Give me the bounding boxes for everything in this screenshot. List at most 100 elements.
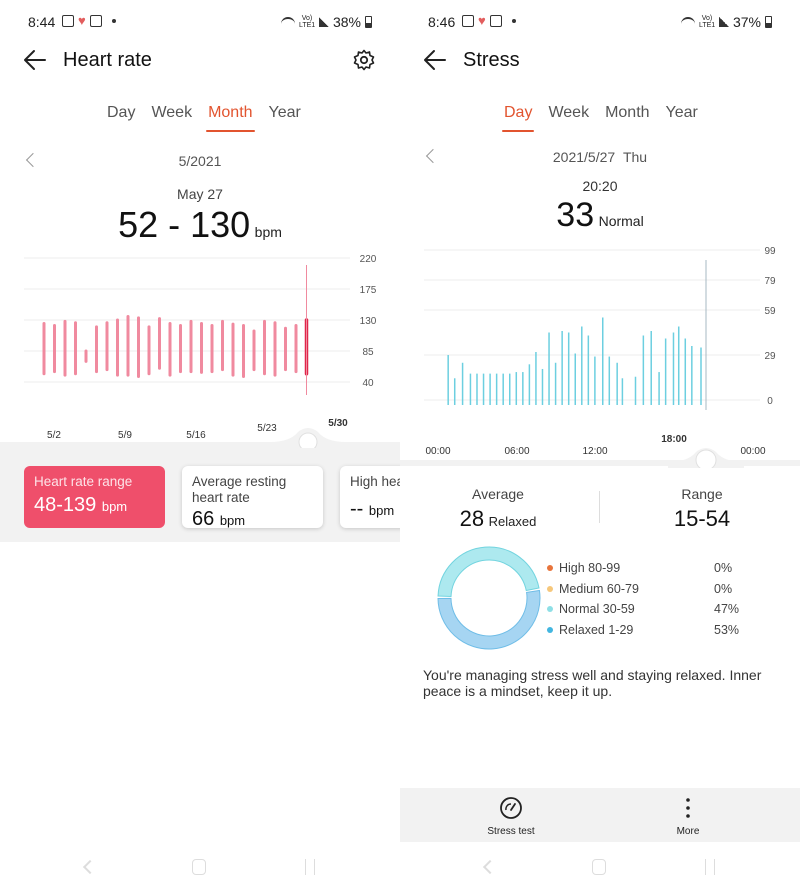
- stress-distribution-donut-chart: [437, 546, 541, 650]
- legend-name: Medium 60-79: [559, 581, 639, 596]
- legend-percentage: 47%: [714, 602, 740, 616]
- y-tick-label: 59: [764, 306, 776, 317]
- card-unit: bpm: [368, 503, 395, 518]
- health-icon: ♥: [478, 13, 486, 28]
- tab-day[interactable]: Day: [496, 104, 540, 132]
- average-stress: Average 28 Relaxed: [448, 486, 548, 532]
- y-tick-label: 220: [360, 254, 377, 265]
- stress-advice-message: You're managing stress well and staying …: [423, 667, 762, 699]
- high-heart-rate-card[interactable]: High hea -- bpm: [340, 466, 400, 528]
- heart-rate-chart[interactable]: 220 175 130 85 40 5/2 5/9 5/16 5/23 5/30: [0, 245, 400, 445]
- resting-heart-rate-card[interactable]: Average resting heart rate 66 bpm: [182, 466, 323, 528]
- legend-row: High 80-99 0%: [547, 561, 747, 581]
- nav-back-icon[interactable]: [82, 859, 98, 875]
- wifi-icon: [680, 17, 695, 27]
- legend-name: Normal 30-59: [559, 602, 635, 616]
- x-tick-label: 5/9: [118, 430, 132, 441]
- tab-month[interactable]: Month: [605, 104, 650, 121]
- legend-percentage: 0%: [714, 581, 733, 596]
- legend-row: Relaxed 1-29 53%: [547, 623, 747, 643]
- lte-icon: Vo) LTE1: [298, 15, 316, 29]
- status-right: Vo) LTE1 38%: [280, 14, 372, 30]
- heart-rate-range-readout: 52 - 130 bpm: [0, 204, 400, 246]
- y-tick-label: 175: [360, 285, 377, 296]
- range-value: 52 - 130: [118, 204, 251, 245]
- nav-back-icon[interactable]: [482, 859, 498, 875]
- weekday: Thu: [622, 149, 648, 165]
- x-tick-label: 5/30: [328, 418, 348, 429]
- period-label: 5/2021: [178, 153, 222, 169]
- legend-percentage: 0%: [714, 561, 733, 575]
- back-arrow-icon[interactable]: [22, 48, 48, 72]
- gallery-icon: [62, 15, 74, 27]
- more-label: More: [676, 826, 700, 837]
- heart-rate-screen: 8:44 ♥ Vo) LTE1 38% Heart rate Day Week …: [0, 12, 400, 881]
- status-bar: 8:46 ♥ Vo) LTE1 37%: [400, 12, 800, 34]
- legend-row: Normal 30-59 47%: [547, 602, 747, 622]
- x-tick-label: 00:00: [425, 446, 450, 457]
- stat-divider: [599, 491, 600, 523]
- tab-year[interactable]: Year: [665, 104, 698, 121]
- card-unit: bpm: [219, 513, 246, 528]
- y-tick-label: 40: [362, 378, 374, 389]
- chart-divider: [400, 460, 800, 466]
- donut-slice: [437, 589, 541, 650]
- period-tabs: Day Week Month Year: [496, 104, 706, 132]
- legend-percentage: 53%: [714, 622, 740, 637]
- card-value: 48-139: [34, 494, 97, 516]
- system-nav-bar: [0, 857, 400, 881]
- legend-dot: [547, 606, 553, 612]
- back-arrow-icon[interactable]: [422, 48, 448, 72]
- stress-gauge-icon: [500, 797, 522, 819]
- stress-score: 33: [556, 196, 595, 234]
- average-value: 28: [459, 506, 485, 531]
- status-right: Vo) LTE1 37%: [680, 14, 772, 30]
- status-time: 8:46: [428, 14, 456, 30]
- status-time: 8:44: [28, 14, 56, 30]
- tab-month[interactable]: Month: [200, 104, 260, 132]
- lte-icon: Vo) LTE1: [698, 15, 716, 29]
- tab-week[interactable]: Week: [151, 104, 193, 121]
- stress-test-button[interactable]: Stress test: [470, 796, 552, 837]
- notification-icons: ♥: [462, 13, 516, 28]
- y-tick-label: 79: [764, 276, 776, 287]
- nav-recents-icon[interactable]: [305, 859, 315, 875]
- chart-scrubber-handle[interactable]: [668, 446, 744, 468]
- more-notifications-icon: [511, 19, 516, 23]
- battery-level: 37%: [732, 14, 761, 30]
- x-tick-label: 06:00: [504, 446, 529, 457]
- stress-score-readout: 33 Normal: [400, 196, 800, 235]
- donut-slice: [437, 546, 540, 597]
- selected-time: 20:20: [582, 178, 618, 194]
- nav-recents-icon[interactable]: [705, 859, 715, 875]
- x-tick-label: 12:00: [582, 446, 607, 457]
- stress-chart[interactable]: 99 79 59 29 0 00:00 06:00 12:00 18:00 00:00: [400, 240, 800, 465]
- card-label: Heart rate range: [34, 474, 133, 489]
- tab-week[interactable]: Week: [548, 104, 590, 121]
- nav-home-icon[interactable]: [192, 859, 206, 875]
- gallery-icon: [462, 15, 474, 27]
- health-icon: ♥: [78, 13, 86, 28]
- range-label: Range: [681, 486, 723, 502]
- y-tick-label: 29: [764, 351, 776, 362]
- notification-icons: ♥: [62, 13, 116, 28]
- tab-day[interactable]: Day: [107, 104, 136, 121]
- tab-year[interactable]: Year: [268, 104, 301, 121]
- wifi-icon: [280, 17, 295, 27]
- nav-home-icon[interactable]: [592, 859, 606, 875]
- more-vertical-icon: [686, 798, 690, 818]
- y-tick-label: 85: [362, 347, 374, 358]
- page-title: Stress: [463, 49, 520, 71]
- shop-icon: [489, 15, 502, 27]
- x-tick-label: 5/16: [186, 430, 206, 441]
- card-label: High hea: [350, 474, 400, 489]
- system-nav-bar: [400, 857, 800, 881]
- x-tick-label: 18:00: [661, 434, 687, 445]
- chart-scrubber-handle[interactable]: [270, 426, 346, 448]
- more-button[interactable]: More: [662, 796, 714, 837]
- status-bar: 8:44 ♥ Vo) LTE1 38%: [0, 12, 400, 34]
- heart-rate-range-card[interactable]: Heart rate range 48-139 bpm: [24, 466, 165, 528]
- settings-gear-icon[interactable]: [352, 48, 376, 72]
- signal-icon: [318, 17, 329, 27]
- signal-icon: [718, 17, 729, 27]
